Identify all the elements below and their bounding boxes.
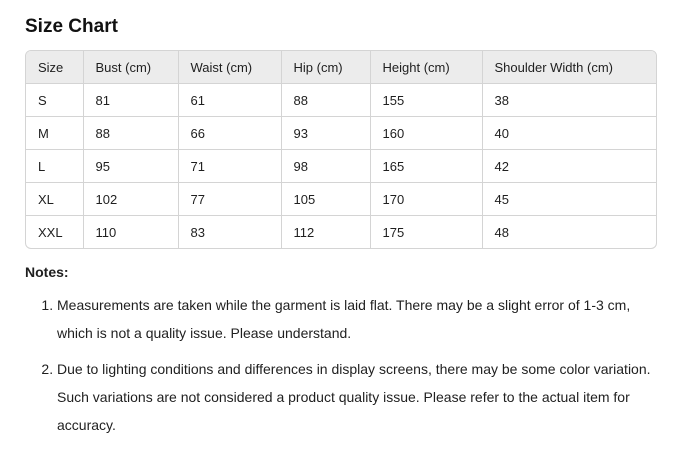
page-title: Size Chart bbox=[25, 16, 118, 37]
notes-list: Measurements are taken while the garment… bbox=[25, 291, 657, 439]
table-cell: 45 bbox=[482, 182, 656, 216]
column-header-height: Height (cm) bbox=[370, 51, 483, 84]
table-cell: 95 bbox=[83, 149, 179, 183]
table-cell: 88 bbox=[281, 83, 371, 117]
column-header-shoulder-width: Shoulder Width (cm) bbox=[482, 51, 656, 84]
table-cell: S bbox=[26, 83, 84, 117]
table-cell: 155 bbox=[370, 83, 483, 117]
table-cell: 110 bbox=[83, 215, 179, 248]
column-header-size: Size bbox=[26, 51, 84, 84]
table-cell: 40 bbox=[482, 116, 656, 150]
table-cell: 61 bbox=[178, 83, 282, 117]
note-item: Measurements are taken while the garment… bbox=[57, 291, 657, 347]
table-header-row: Size Bust (cm) Waist (cm) Hip (cm) Heigh… bbox=[26, 51, 656, 84]
column-header-hip: Hip (cm) bbox=[281, 51, 371, 84]
table-cell: L bbox=[26, 149, 84, 183]
table-cell: 98 bbox=[281, 149, 371, 183]
table-row: XXL 110 83 112 175 48 bbox=[26, 215, 656, 248]
column-header-bust: Bust (cm) bbox=[83, 51, 179, 84]
table-cell: XL bbox=[26, 182, 84, 216]
table-cell: 38 bbox=[482, 83, 656, 117]
table-row: S 81 61 88 155 38 bbox=[26, 83, 656, 117]
table-cell: M bbox=[26, 116, 84, 150]
table-cell: 71 bbox=[178, 149, 282, 183]
table-cell: 93 bbox=[281, 116, 371, 150]
table-cell: 48 bbox=[494, 224, 509, 240]
note-item: Due to lighting conditions and differenc… bbox=[57, 355, 657, 439]
table-cell: 83 bbox=[178, 215, 282, 248]
table-cell: 160 bbox=[370, 116, 483, 150]
table-row: M 88 66 93 160 40 bbox=[26, 116, 656, 150]
size-table-container: Size Bust (cm) Waist (cm) Hip (cm) Heigh… bbox=[25, 50, 657, 249]
notes-heading: Notes: bbox=[25, 264, 69, 280]
table-row: L 95 71 98 165 42 bbox=[26, 149, 656, 183]
table-cell: 105 bbox=[281, 182, 371, 216]
column-header-waist: Waist (cm) bbox=[178, 51, 282, 84]
table-cell: XXL bbox=[26, 215, 84, 248]
table-row: XL 102 77 105 170 45 bbox=[26, 182, 656, 216]
table-cell: 88 bbox=[83, 116, 179, 150]
size-chart-document: Size Chart Size Bust (cm) Waist (cm) Hip… bbox=[25, 14, 657, 447]
table-cell: 77 bbox=[178, 182, 282, 216]
table-cell: 175 bbox=[370, 215, 483, 248]
size-table: Size Bust (cm) Waist (cm) Hip (cm) Heigh… bbox=[26, 51, 656, 248]
table-cell: 112 bbox=[281, 215, 371, 248]
table-cell: 170 bbox=[370, 182, 483, 216]
table-cell: 66 bbox=[178, 116, 282, 150]
table-cell: 42 bbox=[482, 149, 656, 183]
table-cell: 165 bbox=[370, 149, 483, 183]
table-cell: 102 bbox=[83, 182, 179, 216]
table-cell: 81 bbox=[83, 83, 179, 117]
